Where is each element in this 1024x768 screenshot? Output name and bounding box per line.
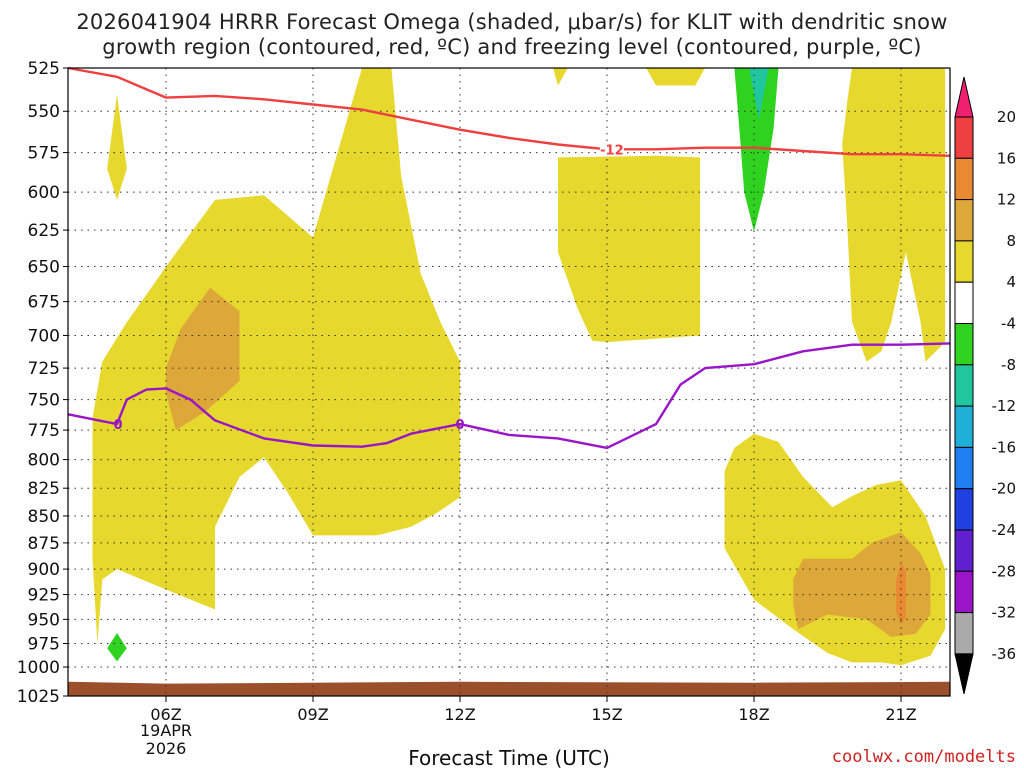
omega-region-3: [842, 68, 946, 362]
colorbar-swatch-2: [954, 157, 974, 201]
colorbar-swatch-8: [954, 405, 974, 448]
y-tick-875: 875: [28, 534, 60, 554]
x-axis: 06Z 09Z 12Z 15Z 18Z 21Z: [150, 696, 917, 724]
colorbar-swatch-3: [954, 199, 974, 242]
dgz-contour-label-bg-0: [599, 141, 624, 157]
y-tick-575: 575: [28, 144, 60, 164]
omega-region-12: [107, 633, 127, 662]
x-tick-06Z: 06Z: [150, 705, 181, 724]
colorbar-swatch-1: [954, 116, 974, 159]
dgz-contour-label-0: -12: [600, 143, 624, 158]
x-tick-09Z: 09Z: [297, 705, 328, 724]
colorbar-label-5: -4: [1001, 315, 1016, 333]
colorbar-swatch-7: [954, 364, 974, 407]
colorbar-swatch-13: [954, 612, 974, 655]
colorbar-label-7: -12: [992, 397, 1017, 415]
colorbar-swatch-4: [954, 240, 974, 283]
colorbar-label-3: 8: [1006, 232, 1016, 250]
colorbar-cap-bottom: [954, 653, 974, 695]
colorbar-label-11: -28: [992, 562, 1017, 580]
omega-region-9: [896, 561, 906, 625]
colorbar: 20 16 12 8 4 -4 -8 -12 -16 -20 -24 -28 -32 -36: [954, 76, 1017, 695]
y-tick-750: 750: [28, 391, 60, 411]
colorbar-swatch-11: [954, 529, 974, 572]
colorbar-swatch-10: [954, 488, 974, 531]
y-tick-775: 775: [28, 421, 60, 441]
freezing-contour-line: [67, 342, 951, 450]
x-tick-12Z: 12Z: [444, 705, 475, 724]
omega-region-1: [107, 94, 127, 200]
x-tick-18Z: 18Z: [738, 705, 769, 724]
omega-region-5: [553, 68, 568, 86]
chart-title-line-1: 2026041904 HRRR Forecast Omega (shaded, …: [76, 10, 948, 34]
y-tick-550: 550: [28, 102, 60, 122]
x-tick-15Z: 15Z: [591, 705, 622, 724]
ground-layer: [68, 681, 950, 696]
omega-region-11: [749, 68, 769, 120]
y-tick-825: 825: [28, 479, 60, 499]
y-axis: 525 550 575 600 625 650 675 700 725 750 775 800 825 8…: [17, 59, 68, 707]
colorbar-label-12: -32: [992, 604, 1017, 622]
y-tick-525: 525: [28, 59, 60, 79]
colorbar-label-1: 16: [997, 149, 1016, 167]
colorbar-label-0: 20: [997, 108, 1016, 126]
y-tick-800: 800: [28, 451, 60, 471]
y-tick-600: 600: [28, 183, 60, 203]
y-tick-950: 950: [28, 610, 60, 630]
ground-fill: [68, 681, 950, 696]
colorbar-label-4: 4: [1006, 273, 1016, 291]
y-tick-925: 925: [28, 586, 60, 606]
omega-region-2: [558, 155, 701, 343]
credit-text: coolwx.com/modelts: [832, 747, 1016, 767]
y-tick-975: 975: [28, 635, 60, 655]
omega-region-10: [734, 68, 779, 232]
plot-frame: [67, 67, 951, 697]
date-label-year: 2026: [146, 739, 187, 758]
x-tick-21Z: 21Z: [885, 705, 916, 724]
colorbar-label-13: -36: [992, 645, 1017, 663]
y-tick-725: 725: [28, 359, 60, 379]
colorbar-cap-top: [954, 76, 974, 118]
gridlines: [68, 68, 950, 696]
y-tick-1000: 1000: [17, 658, 60, 678]
y-tick-625: 625: [28, 221, 60, 241]
dgz-contour-line: [67, 66, 951, 157]
date-label-day: 19APR: [140, 721, 192, 740]
colorbar-swatch-12: [954, 570, 974, 614]
y-tick-850: 850: [28, 507, 60, 527]
omega-region-6: [646, 68, 705, 86]
y-tick-700: 700: [28, 326, 60, 346]
omega-shading: [92, 68, 946, 666]
freezing-contour-label-0: 0: [113, 418, 122, 433]
colorbar-label-6: -8: [1001, 356, 1016, 374]
omega-region-7: [166, 287, 240, 431]
contours: -12 0 0: [67, 66, 951, 450]
freezing-contour-label-1: 0: [455, 418, 464, 433]
colorbar-swatch-5: [954, 281, 974, 325]
colorbar-label-10: -24: [992, 521, 1017, 539]
colorbar-label-2: 12: [997, 191, 1016, 209]
colorbar-label-9: -20: [992, 480, 1017, 498]
colorbar-label-8: -16: [992, 438, 1017, 456]
y-tick-1025: 1025: [17, 687, 60, 707]
y-tick-900: 900: [28, 560, 60, 580]
chart-title-line-2: growth region (contoured, red, ºC) and f…: [102, 35, 922, 59]
colorbar-swatch-9: [954, 446, 974, 490]
y-tick-675: 675: [28, 293, 60, 313]
colorbar-swatch-6: [954, 323, 974, 366]
y-tick-650: 650: [28, 258, 60, 278]
x-axis-label: Forecast Time (UTC): [408, 746, 610, 768]
omega-region-0: [92, 68, 460, 644]
